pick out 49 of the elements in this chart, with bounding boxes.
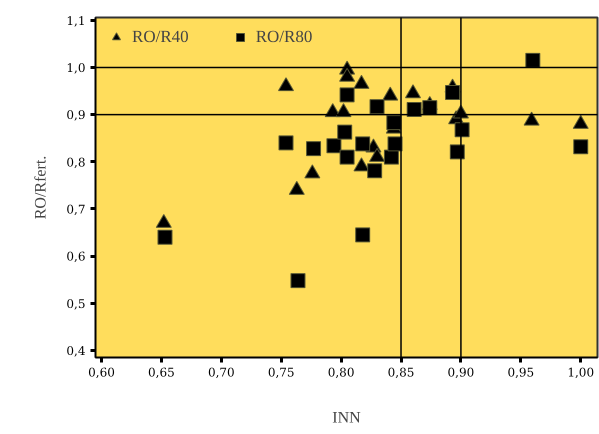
point bbox=[382, 86, 398, 101]
x-axis-title: INN bbox=[332, 410, 362, 426]
point bbox=[340, 150, 355, 165]
point bbox=[355, 227, 370, 242]
y-tick-label: 1,1 bbox=[66, 14, 86, 28]
y-tick-label: 0,8 bbox=[66, 155, 86, 170]
x-tick-label: 0,90 bbox=[448, 366, 474, 380]
point bbox=[370, 99, 385, 114]
x-tick-label: 0,75 bbox=[268, 366, 295, 380]
x-tick-label: 0,65 bbox=[148, 366, 175, 380]
point bbox=[422, 100, 438, 116]
y-tick-label: 0,5 bbox=[66, 296, 86, 311]
legend-label: RO/R40 bbox=[132, 27, 189, 47]
point bbox=[454, 122, 470, 138]
x-tick-label: 0,80 bbox=[328, 366, 354, 380]
y-axis-title: RO/Rfert. bbox=[32, 156, 50, 220]
legend-label: RO/R80 bbox=[256, 27, 312, 47]
y-tick-label: 0,6 bbox=[66, 250, 86, 264]
point bbox=[445, 84, 460, 100]
x-tick-label: 0,60 bbox=[88, 366, 115, 380]
point bbox=[337, 124, 352, 140]
y-tick-label: 0,9 bbox=[66, 108, 86, 122]
point bbox=[572, 114, 589, 129]
y-tick-label: 0,4 bbox=[66, 344, 86, 358]
y-tick-label: 1,0 bbox=[66, 60, 86, 75]
point bbox=[404, 84, 421, 98]
point bbox=[326, 138, 342, 154]
point bbox=[386, 115, 402, 130]
point bbox=[290, 273, 306, 288]
point bbox=[306, 141, 322, 156]
point bbox=[573, 139, 588, 154]
point bbox=[340, 87, 355, 102]
x-tick-label: 0,85 bbox=[388, 366, 414, 380]
point bbox=[524, 112, 540, 126]
point bbox=[384, 150, 399, 165]
x-tick-label: 1,00 bbox=[567, 366, 594, 380]
point bbox=[353, 74, 370, 89]
point bbox=[367, 163, 382, 178]
x-tick-label: 0,70 bbox=[208, 366, 235, 380]
point bbox=[450, 144, 465, 160]
point bbox=[278, 77, 294, 92]
point bbox=[406, 102, 422, 117]
point bbox=[339, 68, 356, 82]
point bbox=[278, 135, 294, 150]
x-tick-label: 0,95 bbox=[507, 366, 534, 380]
point bbox=[355, 136, 370, 152]
point bbox=[157, 230, 172, 245]
y-tick-label: 0,7 bbox=[66, 202, 86, 216]
point bbox=[388, 136, 403, 152]
